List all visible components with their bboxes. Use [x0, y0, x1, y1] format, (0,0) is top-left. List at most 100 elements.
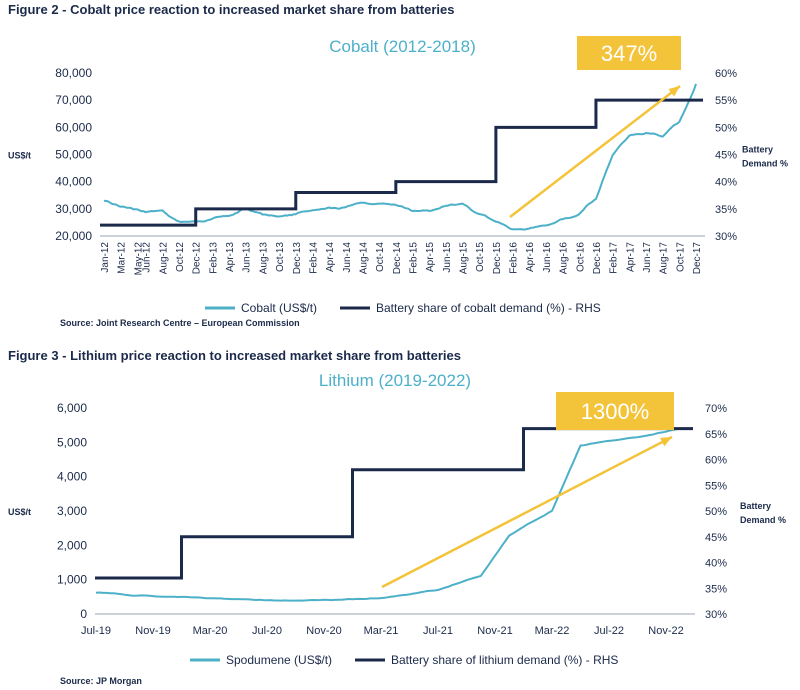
cobalt-trend-arrow-head: [668, 86, 680, 97]
lithium-y2-tick-6: 60%: [705, 455, 727, 467]
cobalt-x-tick-16: Aug-14: [358, 242, 369, 275]
lithium-y-unit: US$/t: [8, 507, 31, 517]
lithium-y2-tick-3: 45%: [705, 532, 727, 544]
cobalt-price-line: [103, 83, 697, 231]
cobalt-x-tick-17: Oct-14: [375, 242, 386, 272]
lithium-x-tick-8: Mar-22: [535, 625, 570, 637]
lithium-x-tick-3: Jul-20: [252, 625, 282, 637]
cobalt-x-tick-33: Jun-17: [642, 242, 653, 273]
cobalt-y-tick-4: 60,000: [55, 120, 92, 134]
cobalt-x-tick-1: Mar-12: [117, 242, 128, 274]
cobalt-x-tick-27: Jun-16: [542, 242, 553, 273]
lithium-x-tick-9: Jul-22: [594, 625, 624, 637]
lithium-trend-arrow-head: [660, 437, 672, 447]
cobalt-x-tick-24: Dec-15: [492, 242, 503, 275]
lithium-x-tick-6: Jul-21: [423, 625, 453, 637]
cobalt-legend-label-share: Battery share of cobalt demand (%) - RHS: [376, 301, 601, 315]
cobalt-x-tick-31: Feb-17: [609, 242, 620, 274]
cobalt-y-tick-3: 50,000: [55, 148, 92, 162]
cobalt-x-tick-2: May-12: [133, 242, 144, 276]
lithium-y2-tick-7: 65%: [705, 429, 727, 441]
cobalt-x-tick-3: Jun-12: [142, 242, 153, 273]
cobalt-x-tick-6: Dec-12: [192, 242, 203, 275]
cobalt-x-tick-25: Feb-16: [509, 242, 520, 274]
lithium-x-tick-7: Nov-21: [477, 625, 512, 637]
cobalt-x-tick-20: Apr-15: [425, 242, 436, 272]
lithium-x-tick-10: Nov-22: [648, 625, 683, 637]
cobalt-y2-tick-4: 50%: [715, 122, 737, 134]
lithium-y2-tick-8: 70%: [705, 403, 727, 415]
cobalt-x-tick-11: Oct-13: [275, 242, 286, 272]
cobalt-y2-tick-2: 40%: [715, 177, 737, 189]
lithium-y-tick-0: 0: [80, 607, 87, 621]
lithium-y2-unit-line2: Demand %: [740, 515, 786, 525]
cobalt-x-tick-34: Aug-17: [659, 242, 670, 275]
cobalt-x-tick-5: Oct-12: [175, 242, 186, 272]
cobalt-x-tick-22: Aug-15: [459, 242, 470, 275]
cobalt-x-tick-14: Apr-14: [325, 242, 336, 272]
lithium-x-tick-0: Jul-19: [81, 625, 111, 637]
lithium-callout-box: [556, 392, 674, 430]
cobalt-y2-unit-line1: Battery: [742, 145, 773, 155]
cobalt-x-tick-19: Feb-15: [409, 242, 420, 274]
lithium-x-tick-1: Nov-19: [135, 625, 170, 637]
cobalt-callout-box: [577, 36, 681, 70]
cobalt-x-tick-28: Aug-16: [559, 242, 570, 275]
cobalt-share-step-line: [100, 98, 703, 227]
cobalt-x-tick-8: Apr-13: [225, 242, 236, 272]
lithium-trend-arrow: [381, 435, 673, 589]
cobalt-callout-label: 347%: [601, 41, 657, 66]
lithium-price-line: [95, 427, 681, 602]
figure2-source: Source: Joint Research Centre – European…: [60, 318, 300, 328]
cobalt-y-tick-2: 40,000: [55, 175, 92, 189]
cobalt-x-tick-36: Dec-17: [692, 242, 703, 275]
cobalt-x-tick-0: Jan-12: [100, 242, 111, 273]
lithium-y2-tick-0: 30%: [705, 609, 727, 621]
lithium-y-tick-6: 6,000: [57, 401, 87, 415]
lithium-y-tick-3: 3,000: [57, 504, 87, 518]
lithium-x-tick-2: Mar-20: [193, 625, 228, 637]
cobalt-x-tick-15: Jun-14: [342, 242, 353, 273]
lithium-y2-unit-line1: Battery: [740, 501, 771, 511]
cobalt-x-tick-26: Apr-16: [525, 242, 536, 272]
lithium-y2-tick-1: 35%: [705, 583, 727, 595]
cobalt-x-tick-21: Jun-15: [442, 242, 453, 273]
cobalt-y2-tick-5: 55%: [715, 95, 737, 107]
figure2-heading: Figure 2 - Cobalt price reaction to incr…: [8, 2, 455, 17]
cobalt-chart-title: Cobalt (2012-2018): [329, 37, 475, 56]
cobalt-x-tick-12: Dec-13: [292, 242, 303, 275]
cobalt-x-tick-18: Dec-14: [392, 242, 403, 275]
cobalt-x-tick-13: Feb-14: [308, 242, 319, 274]
cobalt-y-unit: US$/t: [8, 151, 31, 161]
lithium-y-tick-4: 4,000: [57, 470, 87, 484]
lithium-y2-tick-2: 40%: [705, 558, 727, 570]
cobalt-y-tick-5: 70,000: [55, 93, 92, 107]
lithium-callout-label: 1300%: [581, 399, 650, 424]
lithium-y-tick-1: 1,000: [57, 573, 87, 587]
cobalt-x-tick-29: Oct-16: [575, 242, 586, 272]
lithium-y-tick-2: 2,000: [57, 538, 87, 552]
cobalt-y2-tick-0: 30%: [715, 231, 737, 243]
cobalt-x-tick-10: Aug-13: [258, 242, 269, 275]
lithium-y-tick-5: 5,000: [57, 435, 87, 449]
cobalt-y-tick-6: 80,000: [55, 66, 92, 80]
cobalt-y-tick-1: 30,000: [55, 202, 92, 216]
figure3-heading: Figure 3 - Lithium price reaction to inc…: [8, 348, 461, 363]
lithium-x-tick-5: Mar-21: [364, 625, 399, 637]
cobalt-trend-arrow: [509, 85, 681, 218]
lithium-y2-tick-4: 50%: [705, 506, 727, 518]
cobalt-x-tick-35: Oct-17: [675, 242, 686, 272]
figure3-source: Source: JP Morgan: [60, 676, 142, 686]
cobalt-y2-unit-line2: Demand %: [742, 159, 788, 169]
lithium-legend-label-share: Battery share of lithium demand (%) - RH…: [391, 653, 618, 667]
cobalt-x-tick-30: Dec-16: [592, 242, 603, 275]
cobalt-x-tick-32: Apr-17: [625, 242, 636, 272]
cobalt-y2-tick-1: 35%: [715, 204, 737, 216]
cobalt-y2-tick-6: 60%: [715, 68, 737, 80]
lithium-share-step-line: [95, 427, 693, 580]
cobalt-legend-label-price: Cobalt (US$/t): [241, 301, 317, 315]
cobalt-y2-tick-3: 45%: [715, 150, 737, 162]
cobalt-x-tick-4: Aug-12: [158, 242, 169, 275]
lithium-y2-tick-5: 55%: [705, 480, 727, 492]
